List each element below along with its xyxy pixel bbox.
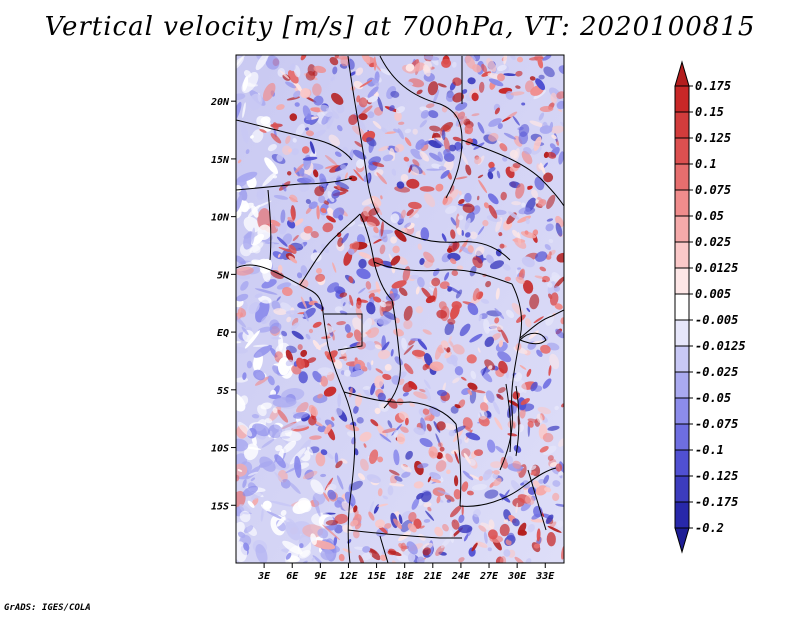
colorbar: 0.175 0.15 0.125 0.1 0.075 0.05 0.025 0.0125 0.0…	[674, 60, 746, 554]
border-angola-east	[455, 423, 462, 507]
border-lake-tanganyika	[505, 383, 520, 457]
border-east	[519, 309, 564, 339]
coastline-west-africa	[236, 264, 356, 563]
colorbar-box	[674, 345, 690, 373]
border-angola-south	[347, 529, 462, 539]
colorbar-box	[674, 319, 690, 347]
border-niger	[236, 119, 353, 161]
border-mali	[236, 177, 353, 191]
colorbar-label: -0.125	[695, 469, 738, 483]
lat-tick-label: EQ	[217, 328, 229, 339]
colorbar-box	[674, 423, 690, 451]
colorbar-label: -0.1	[695, 443, 724, 457]
border-congo-drc	[383, 299, 401, 409]
colorbar-label: 0.05	[695, 209, 724, 223]
colorbar-box	[674, 241, 690, 269]
colorbar-box	[674, 371, 690, 399]
lon-tick-label: 6E	[286, 571, 299, 582]
colorbar-label: -0.2	[695, 521, 724, 535]
border-lake-victoria	[519, 332, 547, 345]
colorbar-box	[674, 163, 690, 191]
border-car-north	[379, 217, 511, 261]
colorbar-label: 0.0125	[695, 261, 738, 275]
colorbar-top-arrow	[674, 60, 690, 87]
border-sudan-west	[379, 55, 463, 199]
border-angola-north	[343, 391, 457, 425]
border-chad	[347, 55, 381, 219]
colorbar-label: 0.005	[695, 287, 731, 301]
colorbar-label: -0.005	[695, 313, 738, 327]
lon-tick-label: 15E	[368, 571, 387, 582]
lon-tick-label: 12E	[339, 571, 358, 582]
colorbar-box	[674, 293, 690, 321]
border-drc-east	[499, 283, 523, 471]
lat-tick-label: 20N	[210, 97, 230, 108]
colorbar-box	[674, 215, 690, 243]
lon-tick-label: 24E	[451, 571, 471, 582]
border-malawi	[527, 469, 547, 531]
colorbar-box	[674, 475, 690, 503]
grads-footer: GrADS: IGES/COLA	[4, 603, 91, 613]
border-nigeria-west	[267, 189, 272, 261]
lat-tick-label: 5N	[217, 270, 230, 281]
border-ethiopia	[461, 139, 564, 207]
colorbar-label: -0.025	[695, 365, 738, 379]
colorbar-box	[674, 189, 690, 217]
border-car-south	[373, 261, 513, 285]
map-field	[236, 55, 564, 563]
lon-tick-label: 3E	[257, 571, 271, 582]
colorbar-label: 0.025	[695, 235, 731, 249]
colorbar-label: -0.05	[695, 391, 731, 405]
lat-tick-label: 10S	[211, 444, 229, 455]
country-borders	[236, 55, 564, 563]
colorbar-box	[674, 501, 690, 529]
lon-tick-label: 9E	[314, 571, 327, 582]
lat-tick-label: 15S	[211, 501, 229, 512]
colorbar-box	[674, 137, 690, 165]
colorbar-label: 0.075	[695, 183, 731, 197]
colorbar-box	[674, 397, 690, 425]
colorbar-label: -0.0125	[695, 339, 746, 353]
lat-tick-label: 5S	[217, 386, 229, 397]
lon-tick-label: 33E	[535, 571, 555, 582]
map-title: Vertical velocity [m/s] at 700hPa, VT: 2…	[44, 12, 756, 42]
colorbar-label: -0.175	[695, 495, 738, 509]
colorbar-label: 0.15	[695, 105, 724, 119]
lon-tick-label: 30E	[507, 571, 527, 582]
lat-tick-label: 15N	[211, 155, 230, 166]
colorbar-box	[674, 111, 690, 139]
colorbar-box	[674, 267, 690, 295]
colorbar-label: 0.125	[695, 131, 731, 145]
border-namibia	[379, 535, 389, 563]
lat-tick-label: 10N	[211, 213, 230, 224]
colorbar-box	[674, 85, 690, 113]
border-gabon	[324, 313, 363, 351]
colorbar-label: 0.175	[695, 79, 731, 93]
lon-tick-label: 27E	[479, 571, 499, 582]
map-axes: 20N 15N 10N 5N EQ 5S 10S 15S 3E 6E 9E 12E 15E 18E 21E 2…	[210, 97, 555, 582]
colorbar-bottom-arrow	[674, 527, 690, 554]
colorbar-box	[674, 449, 690, 477]
colorbar-label: -0.075	[695, 417, 738, 431]
colorbar-label: 0.1	[695, 157, 717, 171]
map-frame	[235, 54, 565, 564]
lon-tick-label: 21E	[423, 571, 443, 582]
lon-tick-label: 18E	[396, 571, 415, 582]
border-nigeria-cameroon	[299, 213, 361, 286]
border-zambia	[459, 467, 557, 507]
